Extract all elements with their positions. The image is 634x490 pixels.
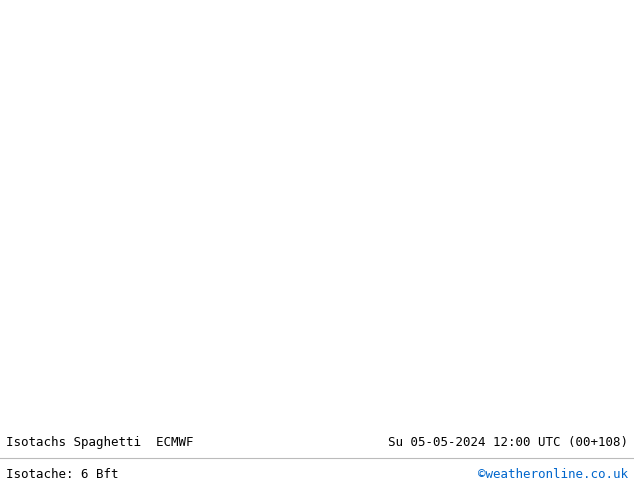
Text: Isotachs Spaghetti  ECMWF: Isotachs Spaghetti ECMWF	[6, 437, 194, 449]
Text: Isotache: 6 Bft: Isotache: 6 Bft	[6, 468, 119, 481]
Text: ©weatheronline.co.uk: ©weatheronline.co.uk	[477, 468, 628, 481]
Text: Su 05-05-2024 12:00 UTC (00+108): Su 05-05-2024 12:00 UTC (00+108)	[387, 437, 628, 449]
